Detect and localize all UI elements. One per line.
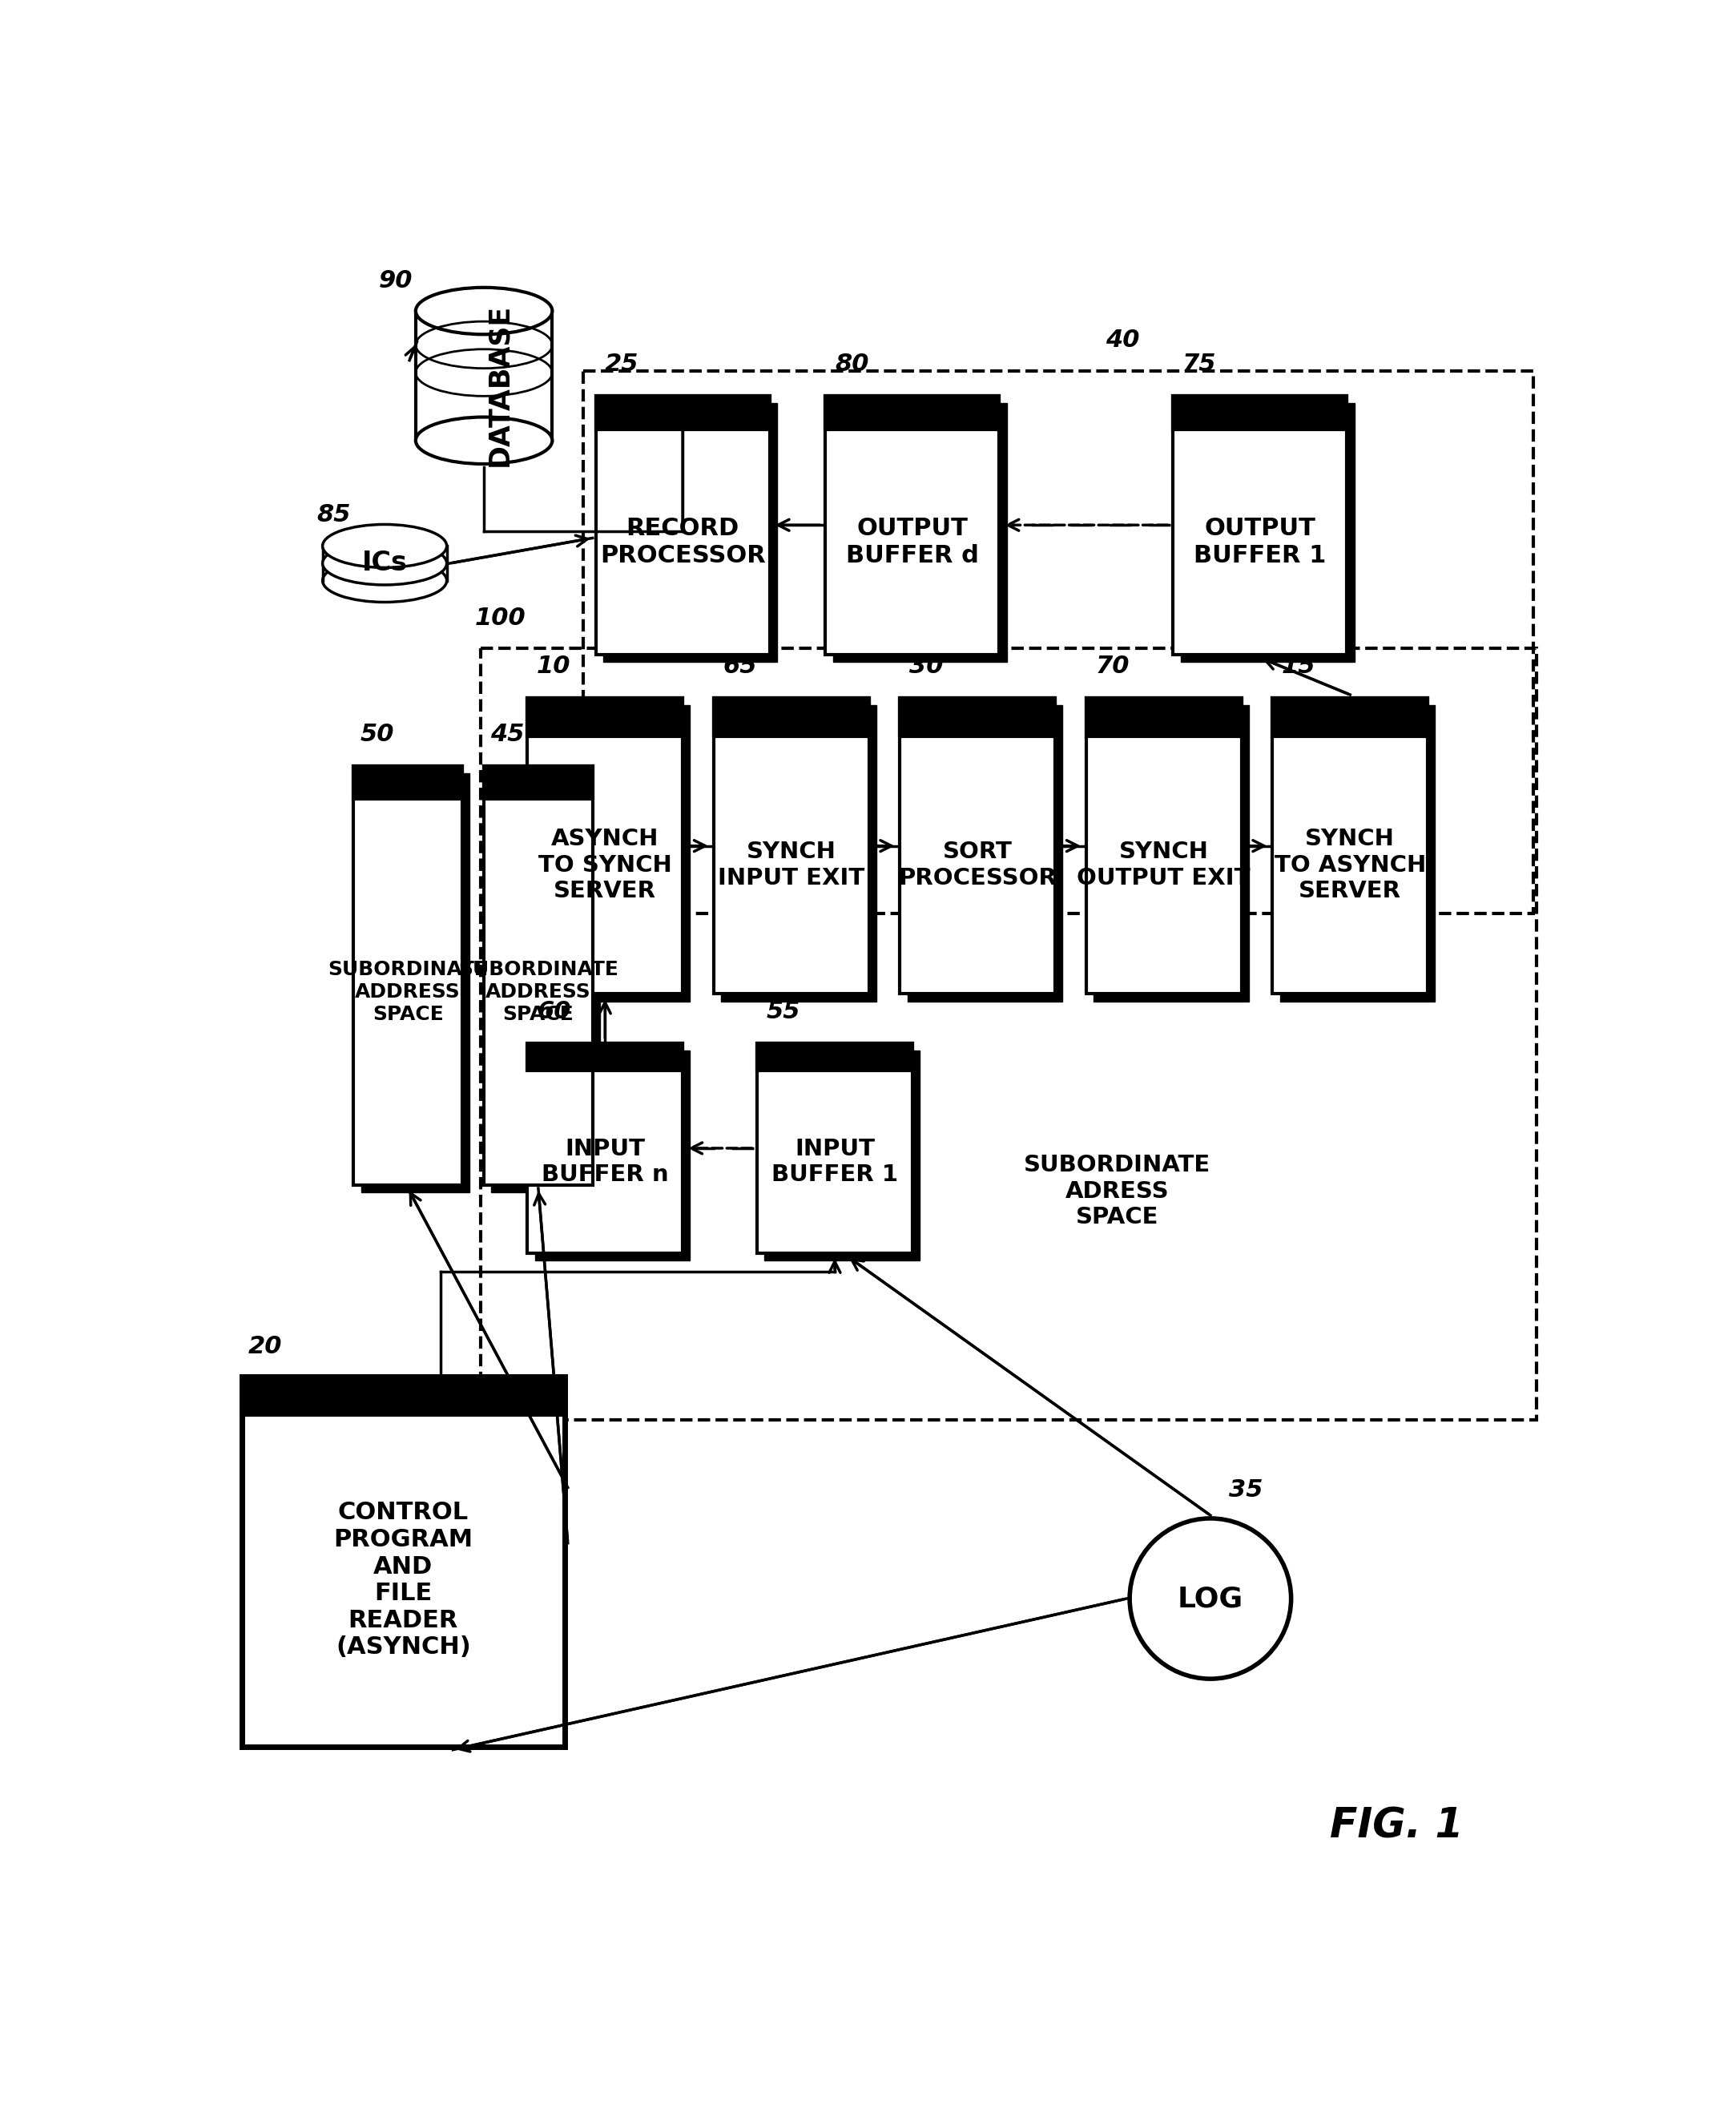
Ellipse shape (323, 524, 446, 568)
Bar (354, 765, 462, 1185)
Bar (1279, 706, 1436, 1002)
Bar (361, 773, 470, 1192)
Text: ASYNCH
TO SYNCH
SERVER: ASYNCH TO SYNCH SERVER (538, 828, 672, 902)
Bar (713, 697, 870, 993)
Text: 70: 70 (1095, 655, 1130, 678)
Bar (535, 706, 691, 1002)
Text: SUBORDINATE
ADDRESS
SPACE: SUBORDINATE ADDRESS SPACE (328, 959, 488, 1025)
Text: 75: 75 (1182, 353, 1217, 376)
Bar (757, 1044, 913, 1071)
Bar (899, 697, 1055, 993)
Bar (1272, 697, 1427, 993)
Text: 45: 45 (490, 723, 524, 746)
Bar (528, 697, 682, 735)
Text: SYNCH
OUTPUT EXIT: SYNCH OUTPUT EXIT (1076, 841, 1250, 890)
Bar (764, 1050, 920, 1261)
Ellipse shape (323, 560, 446, 602)
Text: SORT
PROCESSOR: SORT PROCESSOR (898, 841, 1057, 890)
Text: 85: 85 (316, 503, 351, 526)
Text: 30: 30 (910, 655, 943, 678)
Text: 60: 60 (536, 999, 571, 1023)
Bar (583, 370, 1533, 913)
Bar (825, 395, 1000, 655)
Bar (833, 404, 1007, 661)
Bar (825, 395, 1000, 429)
Text: 15: 15 (1281, 655, 1316, 678)
Text: 40: 40 (1106, 330, 1141, 353)
Bar (484, 765, 592, 799)
Text: INPUT
BUFFER 1: INPUT BUFFER 1 (771, 1137, 898, 1185)
Ellipse shape (415, 416, 552, 465)
Text: INPUT
BUFFER n: INPUT BUFFER n (542, 1137, 668, 1185)
Text: 10: 10 (536, 655, 571, 678)
Text: LOG: LOG (1177, 1585, 1243, 1612)
Bar (720, 706, 877, 1002)
Bar (241, 1376, 564, 1747)
Text: DATABASE: DATABASE (486, 304, 514, 467)
Bar (602, 404, 778, 661)
Bar (1174, 395, 1347, 429)
Text: 90: 90 (378, 268, 413, 292)
Bar (528, 1044, 682, 1253)
Text: 65: 65 (722, 655, 757, 678)
Bar (484, 765, 592, 1185)
Text: 100: 100 (474, 606, 526, 630)
Bar (595, 395, 769, 429)
Bar (491, 773, 601, 1192)
Bar (899, 697, 1055, 735)
Bar (415, 311, 552, 440)
Ellipse shape (323, 541, 446, 585)
Text: SYNCH
TO ASYNCH
SERVER: SYNCH TO ASYNCH SERVER (1274, 828, 1425, 902)
Ellipse shape (415, 287, 552, 334)
Bar (1272, 697, 1427, 735)
Bar (908, 706, 1062, 1002)
Bar (713, 697, 870, 735)
Text: 55: 55 (767, 999, 800, 1023)
Text: SYNCH
INPUT EXIT: SYNCH INPUT EXIT (719, 841, 865, 890)
Text: CONTROL
PROGRAM
AND
FILE
READER
(ASYNCH): CONTROL PROGRAM AND FILE READER (ASYNCH) (333, 1500, 472, 1659)
Bar (1180, 404, 1354, 661)
Text: SUBORDINATE
ADRESS
SPACE: SUBORDINATE ADRESS SPACE (1024, 1154, 1210, 1228)
Text: 25: 25 (606, 353, 639, 376)
Circle shape (1130, 1519, 1292, 1680)
Bar (241, 1376, 564, 1414)
Bar (528, 1044, 682, 1071)
Bar (528, 697, 682, 993)
Text: 80: 80 (835, 353, 868, 376)
Text: 35: 35 (1229, 1479, 1264, 1502)
Text: 50: 50 (359, 723, 394, 746)
Text: RECORD
PROCESSOR: RECORD PROCESSOR (601, 518, 766, 566)
Text: ICs: ICs (361, 549, 408, 577)
Bar (535, 1050, 691, 1261)
Bar (1087, 697, 1241, 735)
Bar (595, 395, 769, 655)
Text: 20: 20 (248, 1335, 281, 1359)
Bar (757, 1044, 913, 1253)
Text: OUTPUT
BUFFER 1: OUTPUT BUFFER 1 (1194, 518, 1326, 566)
Text: FIG. 1: FIG. 1 (1330, 1807, 1463, 1847)
Text: OUTPUT
BUFFER d: OUTPUT BUFFER d (845, 518, 979, 566)
Bar (1087, 697, 1241, 993)
Bar (1174, 395, 1347, 655)
Bar (481, 649, 1536, 1420)
Bar (354, 765, 462, 799)
Bar (1094, 706, 1248, 1002)
Text: SUBORDINATE
ADDRESS
SPACE: SUBORDINATE ADDRESS SPACE (458, 959, 618, 1025)
